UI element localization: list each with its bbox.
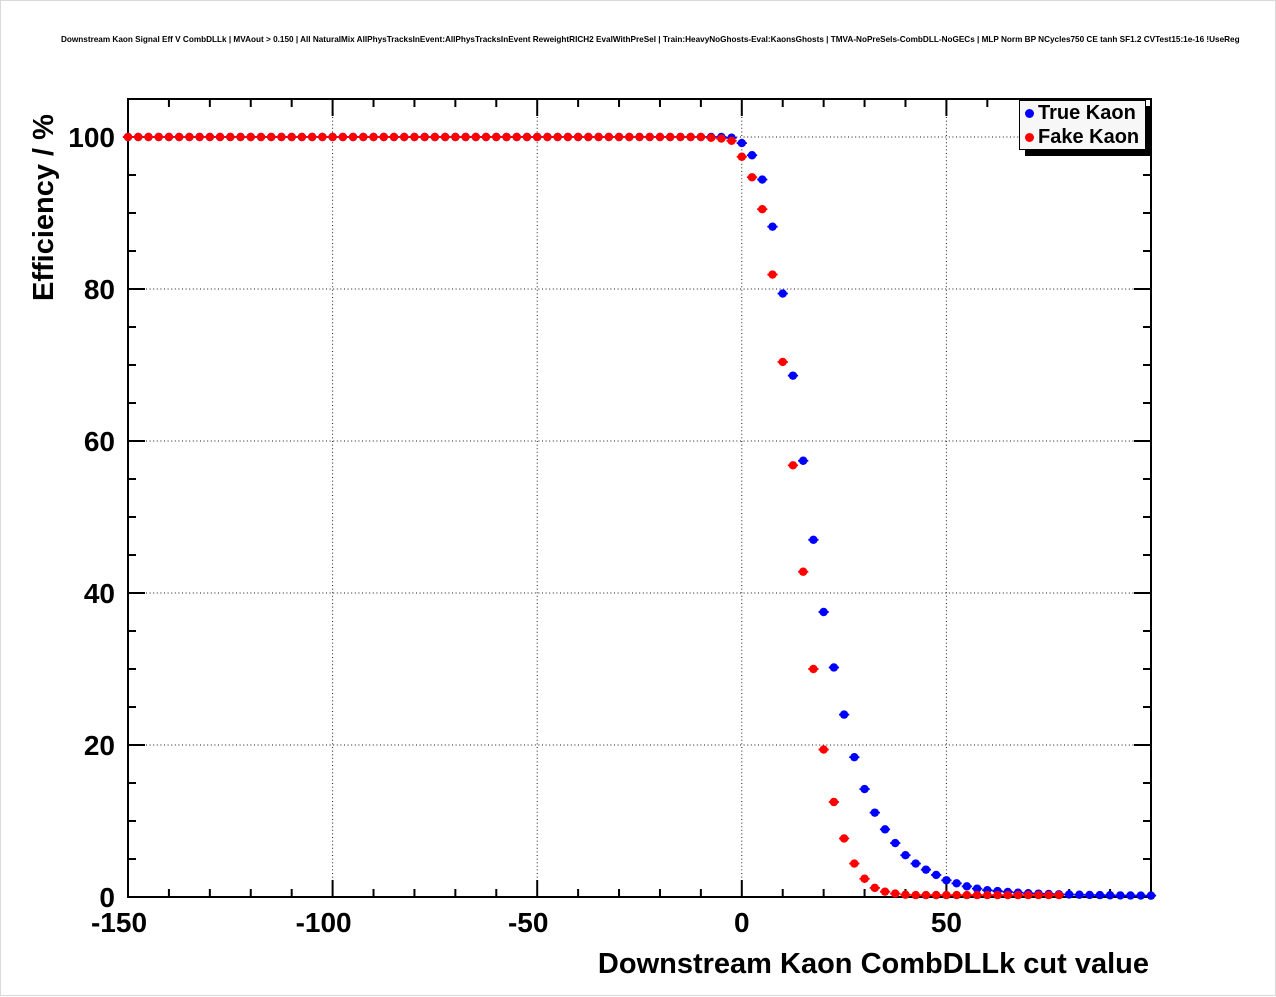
x-tick-label: -50 bbox=[508, 907, 548, 938]
plot-title: Downstream Kaon Signal Eff V CombDLLk | … bbox=[61, 35, 1240, 44]
y-tick-label: 20 bbox=[84, 730, 115, 761]
x-tick-label: 0 bbox=[734, 907, 750, 938]
legend-item-fake-kaon: Fake Kaon bbox=[1020, 125, 1145, 149]
x-axis-title: Downstream Kaon CombDLLk cut value bbox=[597, 948, 1149, 980]
x-tick-label: 50 bbox=[931, 907, 962, 938]
series-fake-kaon bbox=[122, 132, 1065, 900]
legend-item-true-kaon: True Kaon bbox=[1020, 101, 1145, 125]
y-tick-label: 0 bbox=[99, 882, 115, 913]
x-tick-label: -100 bbox=[296, 907, 352, 938]
y-tick-label: 100 bbox=[68, 122, 115, 153]
y-tick-label: 40 bbox=[84, 578, 115, 609]
legend-label: Fake Kaon bbox=[1038, 126, 1140, 148]
fake-kaon-marker-icon bbox=[1025, 132, 1034, 142]
true-kaon-marker-icon bbox=[1025, 108, 1034, 118]
x-tick-label: -150 bbox=[91, 907, 147, 938]
series-true-kaon bbox=[122, 132, 1157, 900]
y-axis-title: Efficiency / % bbox=[28, 114, 60, 301]
legend-label: True Kaon bbox=[1038, 102, 1136, 124]
legend: True Kaon Fake Kaon bbox=[1019, 100, 1146, 150]
y-tick-label: 60 bbox=[84, 426, 115, 457]
y-tick-label: 80 bbox=[84, 274, 115, 305]
